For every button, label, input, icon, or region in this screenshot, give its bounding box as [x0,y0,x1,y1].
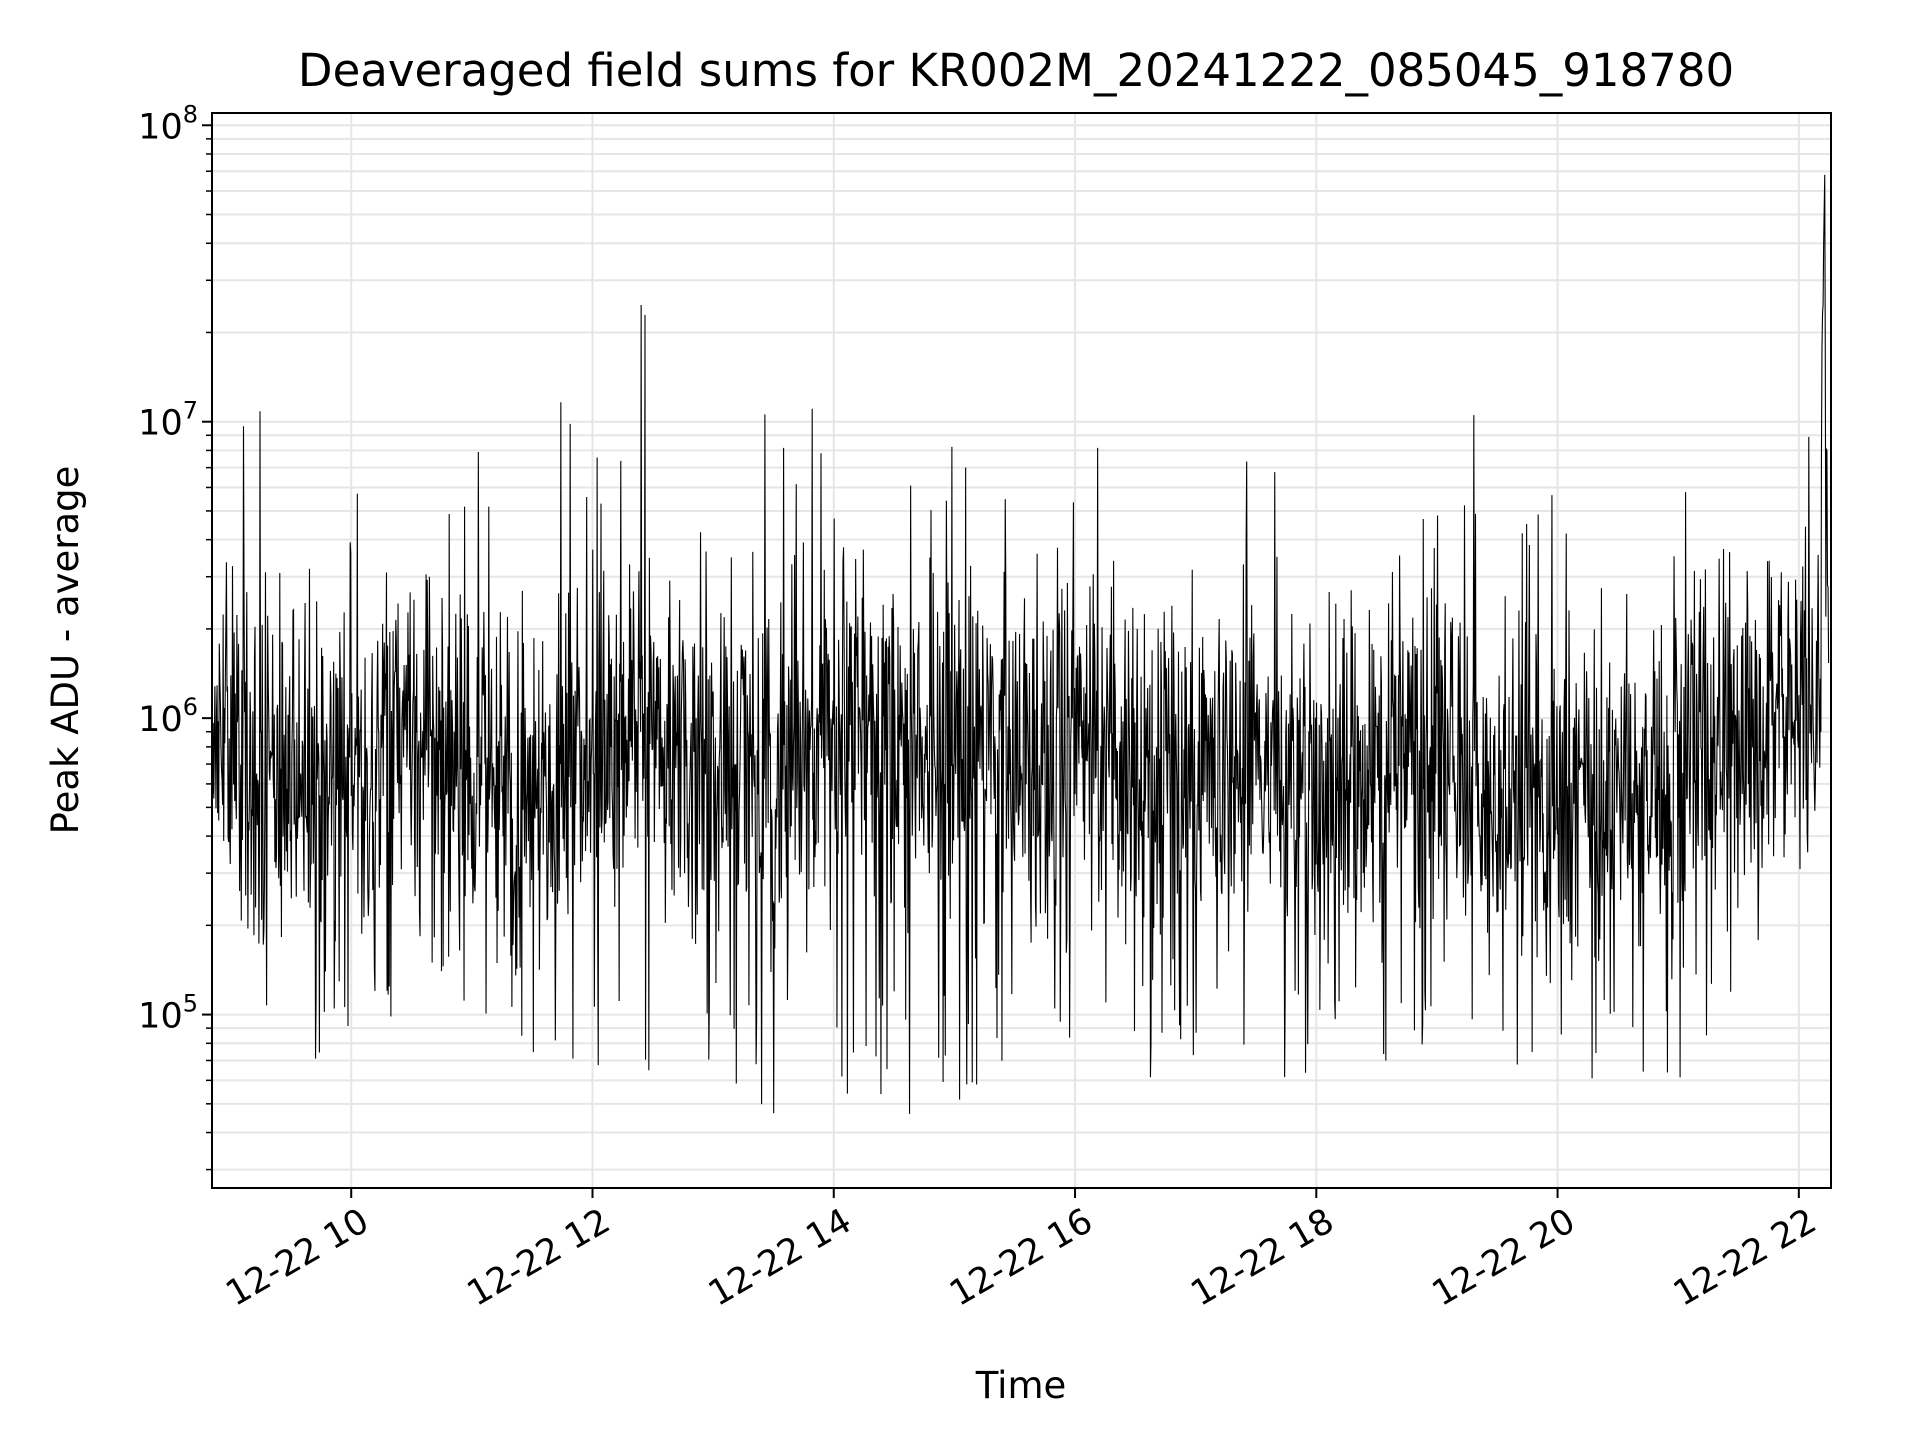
chart-title: Deaveraged field sums for KR002M_2024122… [298,44,1734,97]
plot-frame [211,112,1832,1189]
y-axis: 105 106 107 108 [138,100,212,1171]
y-tick-label: 106 [138,693,198,740]
y-tick-label: 107 [138,397,198,444]
series-group [212,174,1830,1114]
x-axis-label: Time [975,1364,1067,1407]
y-tick-label: 105 [138,990,198,1037]
y-tick-label: 108 [138,100,198,147]
y-axis-label: Peak ADU - average [44,466,87,835]
series-line [212,174,1830,1114]
